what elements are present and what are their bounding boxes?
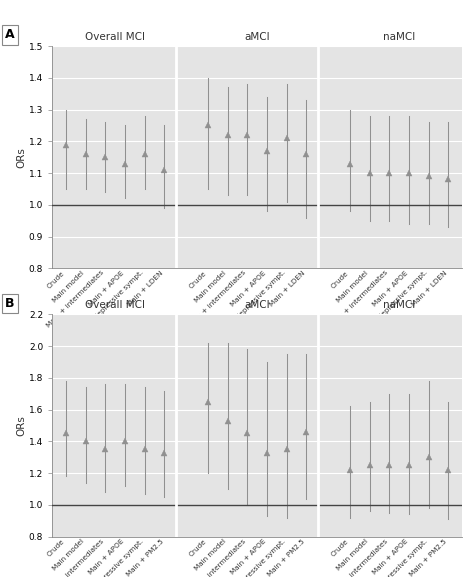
Text: naMCI: naMCI [383, 300, 415, 310]
Text: B: B [5, 297, 15, 310]
Text: aMCI: aMCI [244, 300, 270, 310]
Text: Overall MCI: Overall MCI [85, 32, 145, 42]
Text: naMCI: naMCI [383, 32, 415, 42]
Text: aMCI: aMCI [244, 32, 270, 42]
Y-axis label: ORs: ORs [16, 147, 26, 168]
Text: A: A [5, 28, 15, 42]
Y-axis label: ORs: ORs [16, 415, 26, 436]
Text: Overall MCI: Overall MCI [85, 300, 145, 310]
